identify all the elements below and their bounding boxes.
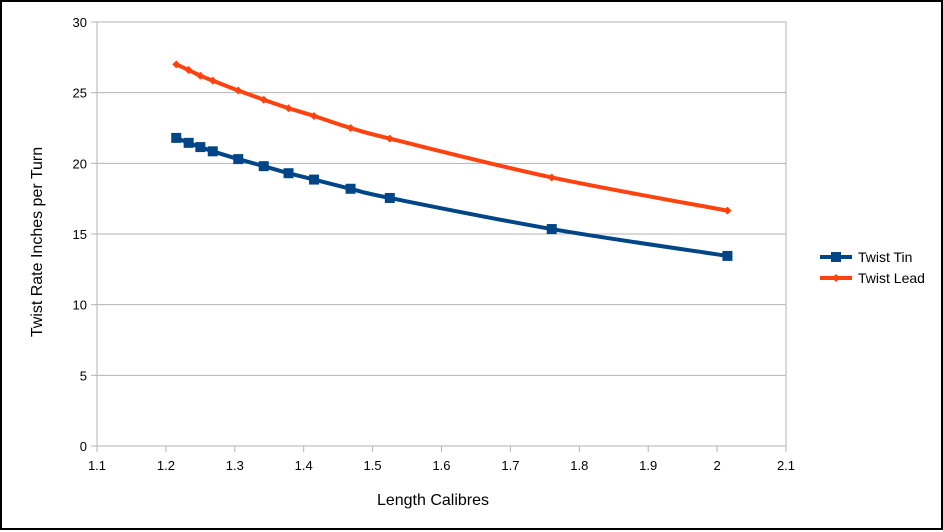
data-point <box>195 142 206 153</box>
data-point <box>234 86 243 95</box>
y-axis-label: Twist Rate Inches per Turn <box>29 147 46 337</box>
data-point <box>385 134 394 143</box>
data-point <box>283 168 294 179</box>
data-point <box>183 137 194 148</box>
x-tick-label: 1.1 <box>88 458 106 473</box>
data-point <box>258 161 269 172</box>
x-tick-label: 1.8 <box>570 458 588 473</box>
data-point <box>207 146 218 157</box>
data-point <box>233 154 244 165</box>
data-point <box>171 132 182 143</box>
legend-marker <box>832 274 840 282</box>
data-point <box>722 250 733 261</box>
data-point <box>346 124 355 132</box>
x-tick-labels: 1.1 1.2 1.3 1.4 1.5 1.6 1.7 1.8 1.9 2 2.1 <box>88 458 795 473</box>
legend-marker <box>831 252 841 262</box>
series-line <box>174 62 730 213</box>
data-point <box>259 95 268 104</box>
x-tick-label: 1.4 <box>295 458 313 473</box>
series-twist-tin <box>171 132 733 261</box>
legend-item: Twist Tin <box>820 249 912 265</box>
x-tick-label: 1.3 <box>226 458 244 473</box>
x-tick-label: 1.7 <box>501 458 519 473</box>
data-point <box>384 192 395 203</box>
x-axis-label: Length Calibres <box>377 492 489 509</box>
legend-label: Twist Lead <box>858 270 925 286</box>
data-point <box>172 60 181 69</box>
gridlines <box>97 21 786 447</box>
x-tick-label: 1.9 <box>639 458 657 473</box>
data-point <box>196 71 205 80</box>
data-point <box>310 111 319 120</box>
x-tick-label: 1.2 <box>157 458 175 473</box>
data-point <box>345 183 356 194</box>
y-tick-label: 10 <box>73 298 87 313</box>
x-tick-label: 2.1 <box>777 458 795 473</box>
data-point <box>547 173 556 182</box>
x-tick-label: 1.6 <box>432 458 450 473</box>
data-point <box>208 76 217 85</box>
y-tick-label: 15 <box>73 227 87 242</box>
axes <box>91 21 787 452</box>
y-tick-label: 30 <box>73 15 87 30</box>
data-point <box>284 104 293 113</box>
legend: Twist Tin Twist Lead <box>820 249 925 286</box>
y-tick-label: 20 <box>73 156 87 171</box>
legend-item: Twist Lead <box>820 270 925 286</box>
data-point <box>184 66 193 75</box>
data-point <box>546 224 557 235</box>
y-tick-labels: 0 5 10 15 20 25 30 <box>73 15 87 454</box>
x-tick-label: 2 <box>713 458 720 473</box>
y-tick-label: 5 <box>80 368 87 383</box>
legend-label: Twist Tin <box>858 249 912 265</box>
series-twist-lead <box>172 60 732 215</box>
y-tick-label: 25 <box>73 86 87 101</box>
x-tick-label: 1.5 <box>364 458 382 473</box>
data-point <box>309 174 320 185</box>
series-group <box>171 60 733 261</box>
y-tick-label: 0 <box>80 439 87 454</box>
data-point <box>723 206 732 215</box>
